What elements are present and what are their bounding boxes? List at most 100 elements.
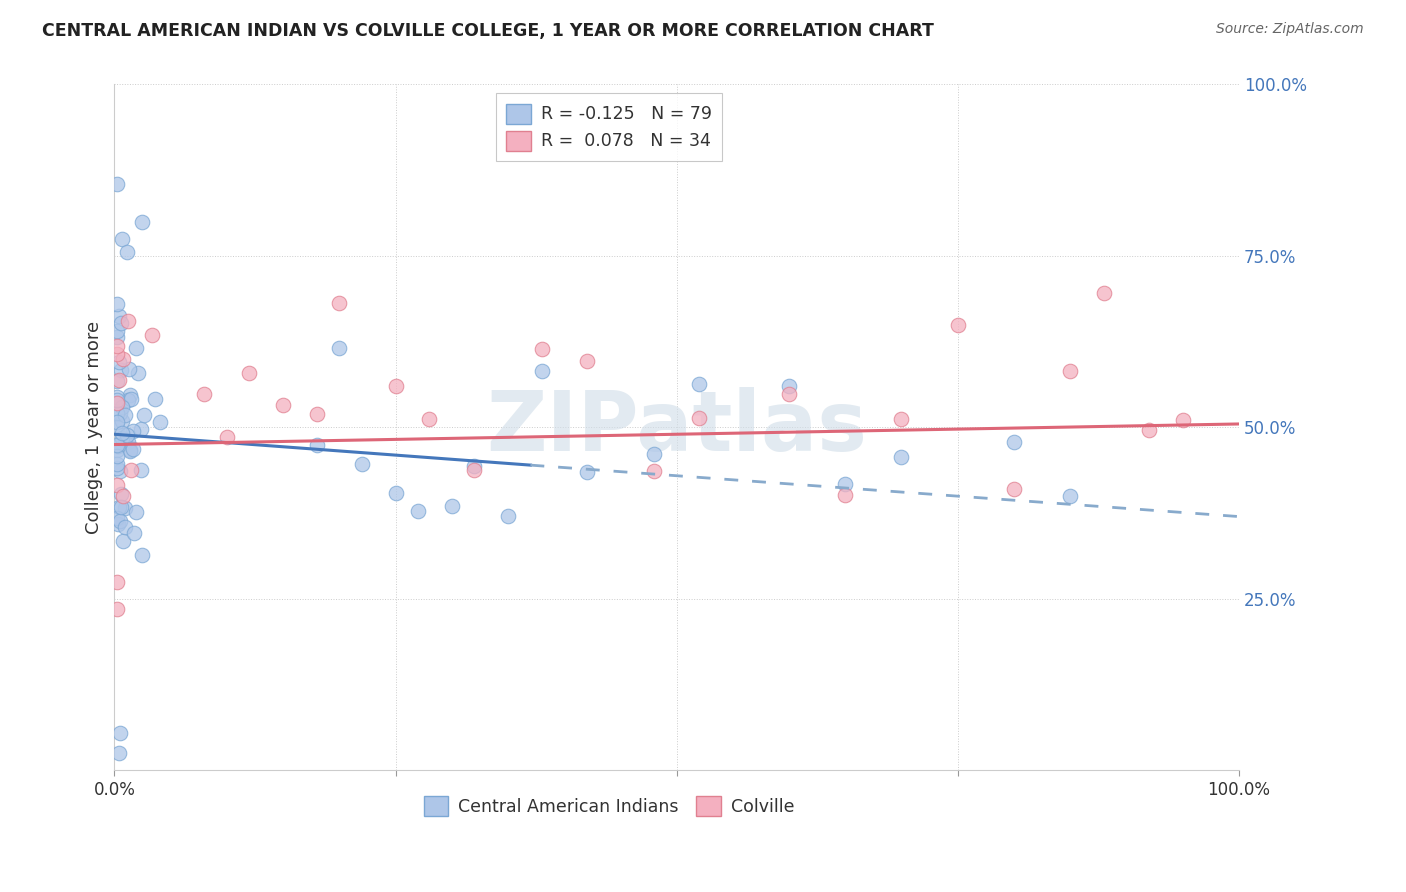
Point xyxy=(890,450,912,465)
Point xyxy=(105,511,128,525)
Point xyxy=(463,463,485,477)
Point xyxy=(406,504,429,518)
Point xyxy=(122,424,145,438)
Y-axis label: College, 1 year or more: College, 1 year or more xyxy=(86,321,103,534)
Point xyxy=(105,415,128,429)
Point xyxy=(688,377,710,392)
Point xyxy=(131,463,153,477)
Point xyxy=(328,341,350,355)
Point xyxy=(108,500,131,515)
Point xyxy=(122,442,145,456)
Point xyxy=(107,355,129,369)
Point xyxy=(530,342,553,356)
Point xyxy=(118,442,141,457)
Point xyxy=(134,409,156,423)
Point xyxy=(105,477,128,491)
Point xyxy=(110,500,132,514)
Point xyxy=(129,422,152,436)
Point xyxy=(105,346,128,360)
Point xyxy=(1059,489,1081,503)
Point xyxy=(111,431,134,445)
Point xyxy=(107,392,129,407)
Point xyxy=(127,366,149,380)
Point xyxy=(143,392,166,406)
Point xyxy=(193,386,215,401)
Point xyxy=(114,435,136,450)
Point xyxy=(117,314,139,328)
Point xyxy=(418,412,440,426)
Point xyxy=(1137,423,1160,437)
Point xyxy=(122,526,145,541)
Point xyxy=(688,410,710,425)
Point xyxy=(105,375,128,389)
Point xyxy=(1002,482,1025,496)
Legend: Central American Indians, Colville: Central American Indians, Colville xyxy=(416,789,801,823)
Point xyxy=(643,464,665,478)
Point xyxy=(328,295,350,310)
Point xyxy=(114,520,136,534)
Point xyxy=(496,509,519,524)
Point xyxy=(117,393,139,408)
Point xyxy=(107,516,129,531)
Point xyxy=(111,534,134,549)
Point xyxy=(384,486,406,500)
Point xyxy=(120,392,142,406)
Point xyxy=(108,373,131,387)
Point xyxy=(350,457,373,471)
Point xyxy=(108,746,131,760)
Point xyxy=(105,457,128,471)
Point xyxy=(120,463,142,477)
Point xyxy=(110,363,132,377)
Point xyxy=(105,177,128,191)
Point xyxy=(118,362,141,376)
Point xyxy=(117,245,139,260)
Point xyxy=(117,434,139,449)
Point xyxy=(105,390,128,404)
Point xyxy=(110,487,132,501)
Point xyxy=(463,458,485,473)
Point xyxy=(111,489,134,503)
Point xyxy=(834,488,856,502)
Point xyxy=(105,339,128,353)
Text: CENTRAL AMERICAN INDIAN VS COLVILLE COLLEGE, 1 YEAR OR MORE CORRELATION CHART: CENTRAL AMERICAN INDIAN VS COLVILLE COLL… xyxy=(42,22,934,40)
Point xyxy=(1059,364,1081,378)
Point xyxy=(834,476,856,491)
Point xyxy=(778,379,800,393)
Point xyxy=(530,364,553,378)
Point xyxy=(120,444,142,458)
Point xyxy=(946,318,969,332)
Point xyxy=(114,500,136,515)
Point xyxy=(114,408,136,422)
Point xyxy=(105,420,128,434)
Point xyxy=(1092,286,1115,301)
Point xyxy=(305,407,328,421)
Point xyxy=(131,214,153,228)
Point xyxy=(575,465,598,479)
Point xyxy=(105,324,128,338)
Point xyxy=(105,395,128,409)
Point xyxy=(105,450,128,464)
Point xyxy=(238,366,260,380)
Point xyxy=(105,574,128,589)
Point xyxy=(271,398,294,412)
Point xyxy=(141,327,163,342)
Point xyxy=(110,316,132,330)
Point xyxy=(108,406,131,420)
Point xyxy=(575,353,598,368)
Point xyxy=(111,400,134,414)
Point xyxy=(384,378,406,392)
Point xyxy=(778,386,800,401)
Point xyxy=(111,425,134,440)
Point xyxy=(112,351,135,366)
Point xyxy=(105,406,128,420)
Point xyxy=(115,428,138,442)
Point xyxy=(111,414,134,428)
Text: Source: ZipAtlas.com: Source: ZipAtlas.com xyxy=(1216,22,1364,37)
Point xyxy=(149,415,172,429)
Point xyxy=(1002,434,1025,449)
Point xyxy=(643,447,665,461)
Point xyxy=(105,461,128,475)
Point xyxy=(111,232,134,246)
Text: ZIPatlas: ZIPatlas xyxy=(486,387,868,468)
Point xyxy=(125,342,148,356)
